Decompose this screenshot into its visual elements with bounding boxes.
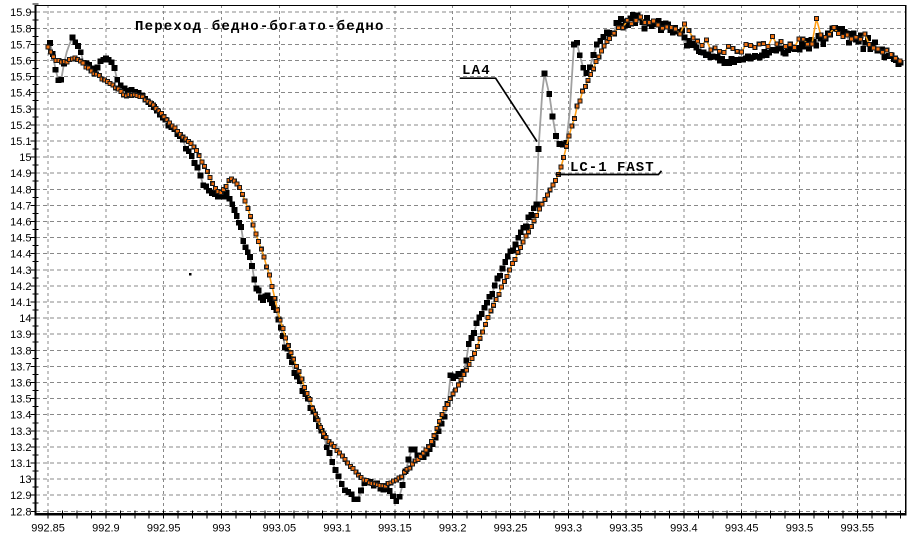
svg-text:993.15: 993.15 — [378, 523, 412, 535]
svg-text:14.7: 14.7 — [10, 200, 31, 212]
svg-text:15.7: 15.7 — [10, 39, 31, 51]
svg-text:15.4: 15.4 — [10, 88, 31, 100]
svg-text:15.2: 15.2 — [10, 120, 31, 132]
svg-text:15.3: 15.3 — [10, 104, 31, 116]
svg-text:992.85: 992.85 — [31, 523, 65, 535]
svg-text:993.3: 993.3 — [555, 523, 583, 535]
svg-text:14.5: 14.5 — [10, 233, 31, 245]
svg-text:13.5: 13.5 — [10, 394, 31, 406]
svg-text:993.45: 993.45 — [725, 523, 759, 535]
svg-text:12.9: 12.9 — [10, 490, 31, 502]
svg-text:14.3: 14.3 — [10, 265, 31, 277]
svg-text:LA4: LA4 — [462, 63, 491, 79]
svg-text:13.6: 13.6 — [10, 378, 31, 390]
svg-text:13.9: 13.9 — [10, 329, 31, 341]
svg-text:15.5: 15.5 — [10, 72, 31, 84]
svg-text:14.8: 14.8 — [10, 184, 31, 196]
svg-text:993.2: 993.2 — [439, 523, 467, 535]
svg-text:14.9: 14.9 — [10, 168, 31, 180]
svg-text:993.55: 993.55 — [840, 523, 874, 535]
svg-text:15.6: 15.6 — [10, 56, 31, 68]
svg-text:13.1: 13.1 — [10, 458, 31, 470]
svg-text:993.25: 993.25 — [494, 523, 528, 535]
svg-text:15: 15 — [19, 152, 31, 164]
svg-text:13.3: 13.3 — [10, 426, 31, 438]
svg-text:15.8: 15.8 — [10, 23, 31, 35]
svg-text:993.4: 993.4 — [670, 523, 698, 535]
svg-text:992.95: 992.95 — [147, 523, 181, 535]
svg-text:993: 993 — [212, 523, 230, 535]
svg-text:14: 14 — [19, 313, 31, 325]
svg-text:993.05: 993.05 — [262, 523, 296, 535]
svg-text:993.35: 993.35 — [609, 523, 643, 535]
svg-text:13: 13 — [19, 474, 31, 486]
svg-text:993.1: 993.1 — [323, 523, 351, 535]
svg-text:13.4: 13.4 — [10, 410, 31, 422]
svg-text:13.2: 13.2 — [10, 442, 31, 454]
svg-text:15.9: 15.9 — [10, 7, 31, 19]
svg-text:14.2: 14.2 — [10, 281, 31, 293]
svg-text:14.1: 14.1 — [10, 297, 31, 309]
svg-text:14.4: 14.4 — [10, 249, 31, 261]
svg-text:14.6: 14.6 — [10, 217, 31, 229]
svg-text:12.8: 12.8 — [10, 506, 31, 518]
svg-text:13.7: 13.7 — [10, 361, 31, 373]
svg-text:992.9: 992.9 — [92, 523, 120, 535]
svg-text:13.8: 13.8 — [10, 345, 31, 357]
svg-text:15.1: 15.1 — [10, 136, 31, 148]
svg-text:LC-1 FAST: LC-1 FAST — [570, 160, 655, 176]
svg-text:Переход бедно-богато-бедно: Переход бедно-богато-бедно — [135, 19, 385, 35]
svg-text:993.5: 993.5 — [786, 523, 814, 535]
